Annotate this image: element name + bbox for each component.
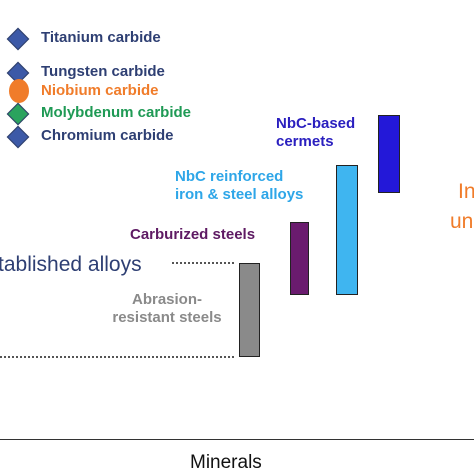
x-axis-title: Minerals — [190, 452, 262, 473]
range-bar — [336, 165, 358, 295]
bar-label: Abrasion- resistant steels — [112, 291, 222, 326]
legend-label: Niobium carbide — [41, 82, 159, 99]
legend-diamond-icon — [6, 27, 30, 51]
right-partial-label-1: In — [458, 180, 474, 203]
bar-label: NbC-based cermets — [276, 115, 356, 150]
established-bottom-dotted-line — [0, 356, 234, 358]
established-alloys-label: tablished alloys — [0, 253, 142, 276]
range-bar — [290, 222, 309, 295]
established-top-dotted-line — [172, 262, 234, 264]
legend-label: Chromium carbide — [41, 127, 174, 144]
legend-label: Tungsten carbide — [41, 63, 165, 80]
range-bar — [378, 115, 400, 193]
legend-label: Titanium carbide — [41, 29, 161, 46]
range-bar — [239, 263, 260, 357]
right-partial-label-2: un — [450, 210, 474, 233]
bar-label: Carburized steels — [130, 226, 256, 243]
legend-circle-icon — [9, 79, 29, 103]
legend-diamond-icon — [6, 102, 30, 126]
bar-label: NbC reinforced iron & steel alloys — [175, 168, 304, 203]
x-axis-line — [0, 439, 474, 440]
legend-diamond-icon — [6, 125, 30, 149]
legend-label: Molybdenum carbide — [41, 104, 192, 121]
